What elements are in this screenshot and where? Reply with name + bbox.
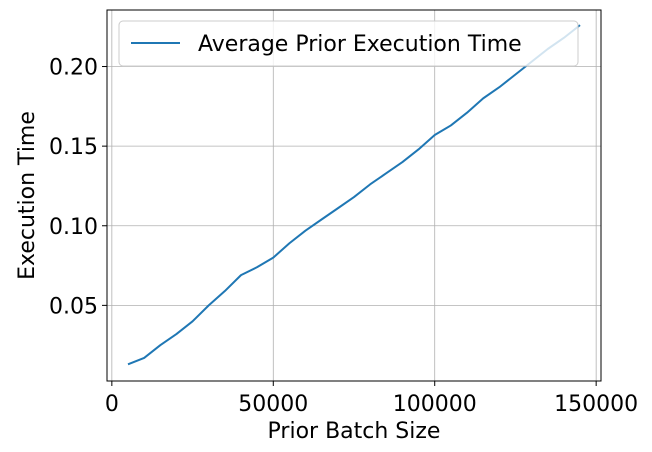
- x-axis-ticks: 0 50000 100000 150000: [105, 381, 638, 417]
- y-tick-label: 0.15: [49, 135, 98, 160]
- x-tick-label: 150000: [554, 392, 638, 417]
- y-axis-ticks: 0.05 0.10 0.15 0.20: [49, 56, 107, 320]
- y-axis-label: Execution Time: [15, 111, 40, 280]
- series-line: [128, 25, 580, 364]
- x-tick-label: 0: [105, 392, 119, 417]
- y-tick-label: 0.05: [49, 294, 98, 319]
- x-axis-label: Prior Batch Size: [268, 419, 441, 444]
- series-layer: [128, 25, 580, 364]
- y-tick-label: 0.10: [49, 215, 98, 240]
- x-tick-label: 100000: [393, 392, 477, 417]
- legend: Average Prior Execution Time: [119, 21, 578, 66]
- y-tick-label: 0.20: [49, 56, 98, 81]
- x-tick-label: 50000: [238, 392, 308, 417]
- legend-label: Average Prior Execution Time: [198, 32, 522, 57]
